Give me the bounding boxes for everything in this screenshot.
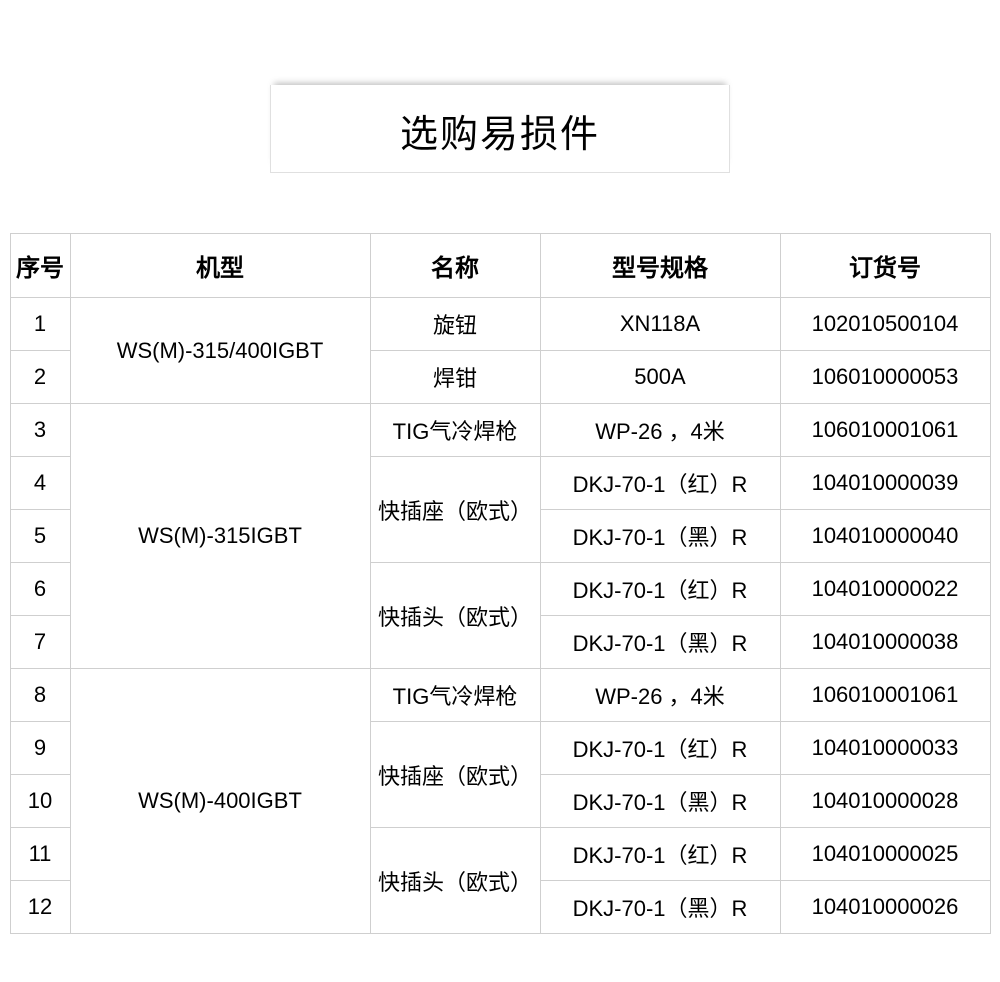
cell-spec: DKJ-70-1（黑）R [540,510,780,563]
cell-order: 104010000022 [780,563,990,616]
cell-spec: 500A [540,351,780,404]
table-row: 1 WS(M)-315/400IGBT 旋钮 XN118A 1020105001… [10,298,990,351]
cell-idx: 7 [10,616,70,669]
cell-order: 106010001061 [780,404,990,457]
cell-model: WS(M)-315/400IGBT [70,298,370,404]
cell-spec: DKJ-70-1（红）R [540,457,780,510]
table-row: 3 WS(M)-315IGBT TIG气冷焊枪 WP-26 ，4米 106010… [10,404,990,457]
cell-model: WS(M)-315IGBT [70,404,370,669]
cell-idx: 1 [10,298,70,351]
cell-name: 旋钮 [370,298,540,351]
parts-table: 序号 机型 名称 型号规格 订货号 1 WS(M)-315/400IGBT 旋钮… [10,233,991,934]
cell-order: 102010500104 [780,298,990,351]
cell-spec: DKJ-70-1（红）R [540,722,780,775]
cell-name: TIG气冷焊枪 [370,404,540,457]
cell-idx: 9 [10,722,70,775]
cell-order: 104010000040 [780,510,990,563]
cell-spec: DKJ-70-1（红）R [540,828,780,881]
cell-model: WS(M)-400IGBT [70,669,370,934]
cell-idx: 10 [10,775,70,828]
col-header-spec: 型号规格 [540,234,780,298]
cell-idx: 3 [10,404,70,457]
cell-spec: DKJ-70-1（黑）R [540,616,780,669]
cell-name: TIG气冷焊枪 [370,669,540,722]
col-header-model: 机型 [70,234,370,298]
cell-name: 快插头（欧式） [370,828,540,934]
cell-idx: 5 [10,510,70,563]
cell-order: 104010000038 [780,616,990,669]
cell-idx: 11 [10,828,70,881]
table-header-row: 序号 机型 名称 型号规格 订货号 [10,234,990,298]
cell-idx: 8 [10,669,70,722]
page-title: 选购易损件 [270,85,730,173]
col-header-name: 名称 [370,234,540,298]
cell-idx: 6 [10,563,70,616]
cell-idx: 2 [10,351,70,404]
cell-name: 焊钳 [370,351,540,404]
cell-idx: 4 [10,457,70,510]
cell-name: 快插座（欧式） [370,722,540,828]
col-header-idx: 序号 [10,234,70,298]
cell-spec: DKJ-70-1（红）R [540,563,780,616]
cell-order: 104010000025 [780,828,990,881]
cell-spec: XN118A [540,298,780,351]
cell-order: 104010000026 [780,881,990,934]
cell-spec: WP-26 ，4米 [540,404,780,457]
cell-spec: DKJ-70-1（黑）R [540,775,780,828]
table-row: 8 WS(M)-400IGBT TIG气冷焊枪 WP-26 ，4米 106010… [10,669,990,722]
cell-name: 快插座（欧式） [370,457,540,563]
cell-spec: WP-26 ，4米 [540,669,780,722]
cell-order: 104010000028 [780,775,990,828]
table-body: 1 WS(M)-315/400IGBT 旋钮 XN118A 1020105001… [10,298,990,934]
cell-order: 104010000033 [780,722,990,775]
cell-name: 快插头（欧式） [370,563,540,669]
cell-order: 106010000053 [780,351,990,404]
cell-spec: DKJ-70-1（黑）R [540,881,780,934]
cell-order: 104010000039 [780,457,990,510]
col-header-order: 订货号 [780,234,990,298]
cell-idx: 12 [10,881,70,934]
cell-order: 106010001061 [780,669,990,722]
